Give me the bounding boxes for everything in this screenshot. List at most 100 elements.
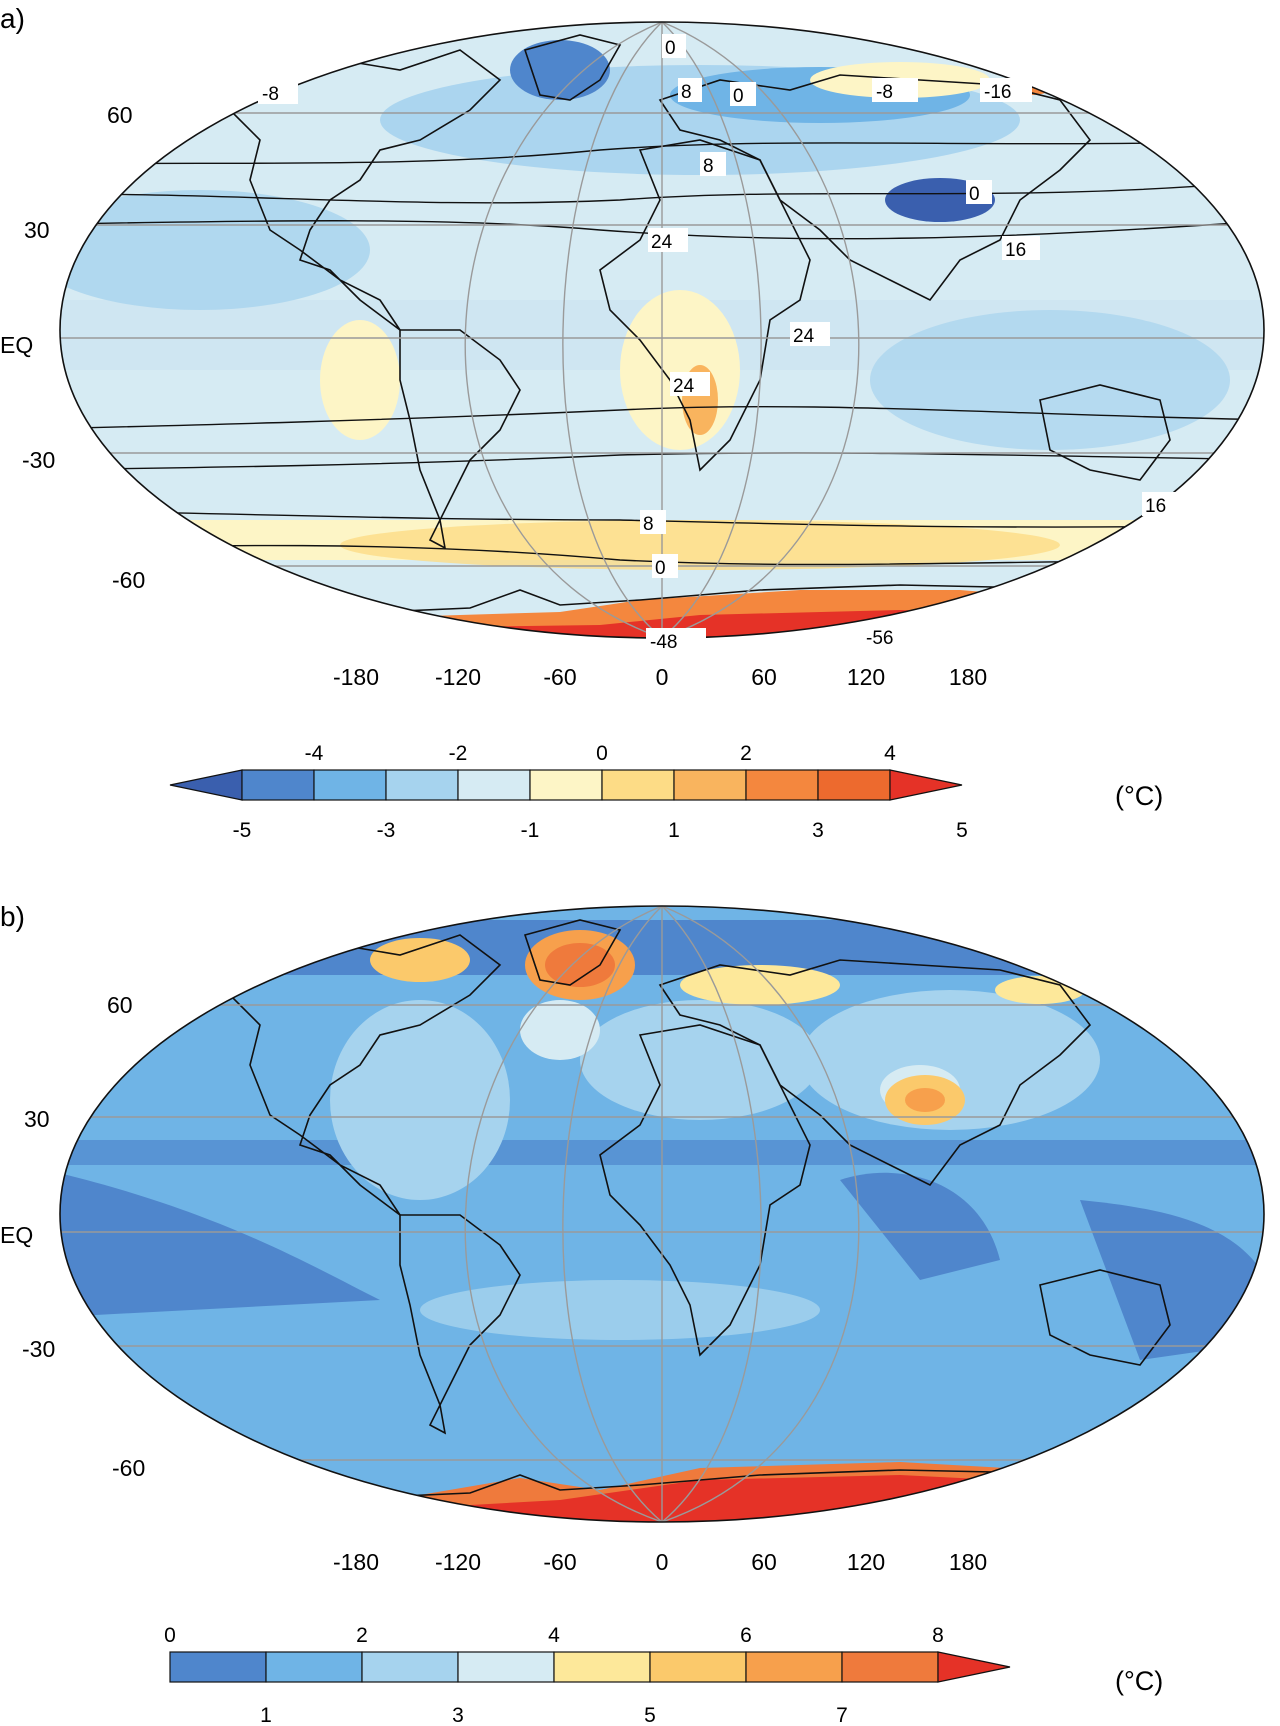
contour-label: 24: [793, 326, 815, 347]
contour-label: 16: [1145, 496, 1166, 517]
colorbar-label: 0: [164, 1624, 176, 1647]
contour-label: -56: [866, 628, 893, 649]
panel-b-colorbar: 0 2 4 6 8 1 3 5 7 (°C): [164, 1624, 1163, 1726]
colorbar-bottom-labels: 1 3 5 7: [260, 1704, 848, 1726]
colorbar-swatch: [169, 1651, 267, 1683]
colorbar-swatch: [457, 769, 531, 801]
contour-label: -48: [650, 632, 677, 653]
colorbar-label: 3: [452, 1704, 464, 1726]
panel-b-lat-labels: 60 30 EQ -30 -60: [0, 992, 145, 1481]
colorbar-label: -4: [305, 742, 324, 765]
colorbar-swatch: [457, 1651, 555, 1683]
contour-label: 24: [673, 376, 695, 397]
contour-label: 0: [665, 38, 676, 59]
lat-label: 30: [24, 1106, 50, 1132]
lat-label: 60: [107, 992, 133, 1018]
lon-label: 120: [847, 1549, 885, 1575]
panel-a-label: a): [0, 3, 25, 34]
panel-b-lon-labels: -180 -120 -60 0 60 120 180: [333, 1549, 987, 1575]
lon-label: -60: [543, 1549, 576, 1575]
contour-label: 8: [643, 514, 654, 535]
colorbar-label: -3: [377, 819, 396, 842]
colorbar-swatches: [169, 769, 963, 801]
colorbar-swatches: [169, 1651, 1011, 1683]
colorbar-label: 5: [956, 819, 968, 842]
contour-label: 8: [681, 82, 692, 103]
colorbar-label: 2: [356, 1624, 368, 1647]
colorbar-label: 1: [260, 1704, 272, 1726]
colorbar-swatch: [889, 769, 963, 801]
colorbar-label: 2: [740, 742, 752, 765]
lat-label: EQ: [0, 1222, 33, 1248]
colorbar-bottom-labels: -5 -3 -1 1 3 5: [233, 819, 968, 842]
colorbar-swatch: [745, 1651, 843, 1683]
lat-label: -60: [112, 1455, 145, 1481]
lat-label: 30: [24, 217, 50, 243]
lon-label: -60: [543, 664, 576, 690]
lon-label: 180: [949, 1549, 987, 1575]
colorbar-swatch: [745, 769, 819, 801]
contour-label: 16: [1005, 240, 1026, 261]
panel-b-label: b): [0, 901, 25, 932]
contour-label: -8: [876, 82, 893, 103]
colorbar-label: 0: [596, 742, 608, 765]
colorbar-swatch: [361, 1651, 459, 1683]
colorbar-label: -2: [449, 742, 468, 765]
contour-label: 0: [733, 86, 744, 107]
colorbar-label: 7: [836, 1704, 848, 1726]
colorbar-swatch: [169, 769, 243, 801]
colorbar-label: 8: [932, 1624, 944, 1647]
colorbar-label: 6: [740, 1624, 752, 1647]
colorbar-swatch: [241, 769, 315, 801]
panel-a-lon-labels: -180 -120 -60 0 60 120 180: [333, 664, 987, 690]
lat-label: -30: [22, 1336, 55, 1362]
contour-label: -16: [984, 82, 1011, 103]
lon-label: -180: [333, 1549, 379, 1575]
contour-label: 8: [703, 156, 714, 177]
panel-a-contour-labels: 0 -8 8 0 -8 -16 8 0 24 16 24 24 16: [258, 34, 1182, 653]
lat-label: -60: [112, 567, 145, 593]
colorbar-swatch: [385, 769, 459, 801]
colorbar-swatch: [553, 1651, 651, 1683]
contour-label: 0: [969, 184, 980, 205]
colorbar-label: -5: [233, 819, 252, 842]
colorbar-swatch: [817, 769, 891, 801]
colorbar-swatch: [601, 769, 675, 801]
colorbar-label: 1: [668, 819, 680, 842]
colorbar-top-labels: -4 -2 0 2 4: [305, 742, 897, 765]
lon-label: 0: [656, 1549, 669, 1575]
colorbar-label: 4: [884, 742, 896, 765]
lon-label: 120: [847, 664, 885, 690]
colorbar-swatch: [649, 1651, 747, 1683]
colorbar-label: 4: [548, 1624, 560, 1647]
colorbar-swatch: [265, 1651, 363, 1683]
colorbar-top-labels: 0 2 4 6 8: [164, 1624, 944, 1647]
colorbar-swatch: [937, 1651, 1011, 1683]
colorbar-unit: (°C): [1115, 1666, 1163, 1696]
lon-label: 180: [949, 664, 987, 690]
colorbar-label: -1: [521, 819, 540, 842]
colorbar-label: 3: [812, 819, 824, 842]
panel-a-colorbar: -4 -2 0 2 4 -5 -3 -1 1 3 5 (°C): [169, 742, 1163, 842]
colorbar-unit: (°C): [1115, 781, 1163, 811]
lon-label: -120: [435, 664, 481, 690]
panel-a-map: 0 -8 8 0 -8 -16 8 0 24 16 24 24 16: [59, 21, 1265, 653]
colorbar-swatch: [529, 769, 603, 801]
lat-label: -30: [22, 447, 55, 473]
lon-label: -180: [333, 664, 379, 690]
lon-label: -120: [435, 1549, 481, 1575]
contour-label: 0: [655, 558, 666, 579]
lon-label: 60: [751, 1549, 777, 1575]
panel-b-map-border: [59, 905, 1265, 1523]
colorbar-swatch: [673, 769, 747, 801]
panel-b-map: [59, 905, 1265, 1523]
contour-label: -8: [262, 84, 279, 105]
colorbar-label: 5: [644, 1704, 656, 1726]
colorbar-swatch: [313, 769, 387, 801]
lat-label: 60: [107, 102, 133, 128]
lat-label: EQ: [0, 332, 33, 358]
lon-label: 0: [656, 664, 669, 690]
colorbar-swatch: [841, 1651, 939, 1683]
lon-label: 60: [751, 664, 777, 690]
